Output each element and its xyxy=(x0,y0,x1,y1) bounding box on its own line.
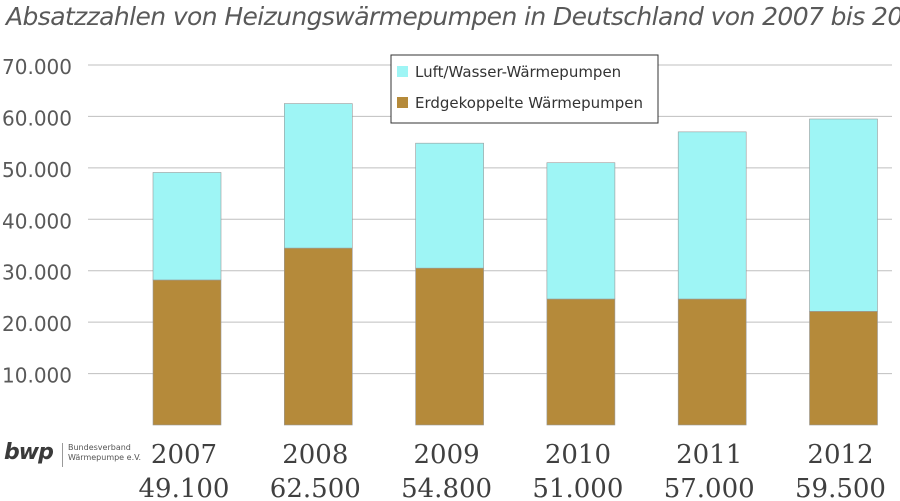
bar-segment xyxy=(809,311,878,426)
category-total-label: 62.500 xyxy=(270,474,361,501)
bar-segment xyxy=(415,142,484,269)
logo-org-line-2: Wärmepumpe e.V. xyxy=(68,453,142,462)
bwp-logo: bwp Bundesverband Wärmepumpe e.V. xyxy=(4,440,154,472)
y-tick-label: 50.000 xyxy=(2,158,72,182)
logo-org-name: Bundesverband Wärmepumpe e.V. xyxy=(68,443,141,463)
x-category-label: 2012 xyxy=(807,440,873,470)
bar-segment xyxy=(677,131,747,300)
legend-label: Erdgekoppelte Wärmepumpen xyxy=(415,94,643,112)
category-total-labels: 49.100 62.500 54.800 51.000 57.000 59.500 xyxy=(139,474,886,501)
bar-segment xyxy=(415,267,484,426)
bar-segment xyxy=(283,247,353,426)
y-tick-label: 60.000 xyxy=(2,106,72,130)
logo-divider xyxy=(62,443,63,467)
legend-box xyxy=(390,54,659,124)
bwp-logo-mark: bwp xyxy=(4,440,54,465)
bar-segment xyxy=(152,279,222,426)
bar-segment xyxy=(546,162,616,300)
bar-segment xyxy=(677,298,747,426)
x-category-label: 2010 xyxy=(545,440,611,470)
y-tick-label: 40.000 xyxy=(2,209,72,233)
bar-segment xyxy=(546,298,616,426)
bars xyxy=(152,103,878,426)
chart-title: Absatzzahlen von Heizungswärmepumpen in … xyxy=(6,2,900,31)
y-tick-label: 20.000 xyxy=(2,312,72,336)
x-axis-category-labels: 2007 2008 2009 2010 2011 2012 xyxy=(151,440,874,470)
legend-label: Luft/Wasser-Wärmepumpen xyxy=(415,63,621,81)
logo-org-line-1: Bundesverband xyxy=(68,443,131,452)
legend-swatch xyxy=(397,66,408,77)
y-tick-label: 30.000 xyxy=(2,261,72,285)
bar-segment xyxy=(809,118,878,312)
x-category-label: 2011 xyxy=(676,440,742,470)
category-total-label: 51.000 xyxy=(532,474,623,501)
bar-segment xyxy=(152,172,222,281)
y-tick-label: 70.000 xyxy=(2,55,72,79)
x-category-label: 2007 xyxy=(151,440,217,470)
category-total-label: 49.100 xyxy=(139,474,230,501)
category-total-label: 54.800 xyxy=(401,474,492,501)
bar-segment xyxy=(283,103,353,249)
x-category-label: 2008 xyxy=(282,440,348,470)
x-category-label: 2009 xyxy=(414,440,480,470)
category-total-label: 57.000 xyxy=(664,474,755,501)
legend-swatch xyxy=(397,97,408,108)
chart-legend: Luft/Wasser-Wärmepumpen Erdgekoppelte Wär… xyxy=(390,54,659,124)
category-total-label: 59.500 xyxy=(795,474,886,501)
y-tick-label: 10.000 xyxy=(2,364,72,388)
y-axis-tick-labels: 10.000 20.000 30.000 40.000 50.000 60.000 70.0… xyxy=(2,55,72,388)
